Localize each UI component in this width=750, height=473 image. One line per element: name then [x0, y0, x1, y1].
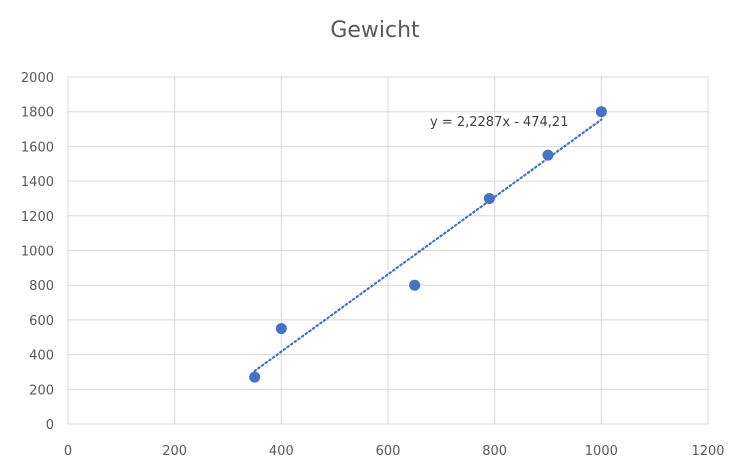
y-tick-label: 1600 [21, 140, 54, 155]
chart-title: Gewicht [330, 18, 420, 43]
y-tick-label: 0 [46, 418, 54, 433]
x-tick-label: 400 [269, 444, 294, 459]
trendline [253, 118, 603, 373]
trendline-equation: y = 2,2287x - 474,21 [430, 115, 568, 130]
y-tick-label: 1400 [21, 175, 54, 190]
x-tick-label: 600 [376, 444, 401, 459]
x-tick-label: 1200 [691, 444, 724, 459]
y-tick-label: 2000 [21, 71, 54, 86]
x-tick-label: 0 [64, 444, 72, 459]
data-point [483, 192, 495, 204]
x-tick-label: 1000 [585, 444, 618, 459]
y-tick-label: 1200 [21, 210, 54, 225]
data-point [249, 371, 261, 383]
y-tick-label: 800 [29, 279, 54, 294]
y-tick-label: 600 [29, 314, 54, 329]
data-point [542, 149, 554, 161]
data-point [409, 279, 421, 291]
x-tick-label: 800 [482, 444, 507, 459]
data-point [595, 106, 607, 118]
data-point [275, 323, 287, 335]
y-tick-label: 1800 [21, 106, 54, 121]
y-tick-label: 400 [29, 349, 54, 364]
x-tick-label: 200 [162, 444, 187, 459]
y-tick-label: 1000 [21, 245, 54, 260]
y-tick-label: 200 [29, 383, 54, 398]
